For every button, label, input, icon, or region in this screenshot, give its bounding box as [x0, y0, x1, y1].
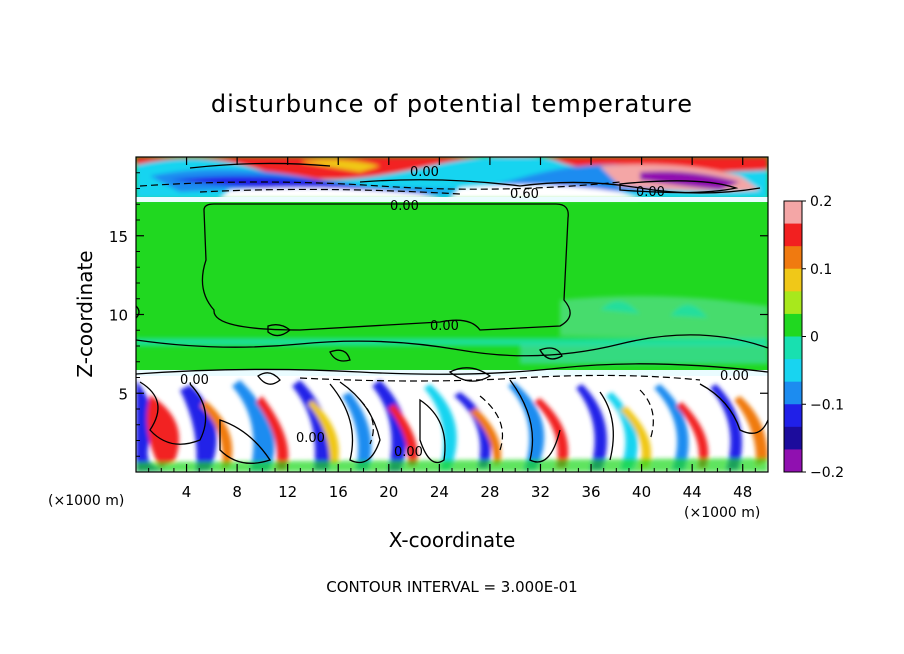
colorbar-swatch [784, 381, 802, 405]
colorbar-tick-label: 0.1 [810, 262, 832, 278]
colorbar-swatch [784, 313, 802, 337]
y-axis: 5 10 15 [109, 172, 768, 457]
upper-disturbance-layer [136, 157, 768, 199]
contour-lines [136, 162, 768, 464]
contour-label: 0.00 [390, 199, 419, 214]
contour-label: 0.00 [636, 185, 665, 200]
colorbar-tick-label: −0.1 [810, 397, 844, 413]
colorbar-swatch [784, 291, 802, 315]
colorbar-swatch [784, 223, 802, 247]
x-tick-label: 20 [379, 483, 398, 501]
colorbar-tick-label: −0.2 [810, 465, 844, 481]
colorbar-tick-label: 0 [810, 330, 819, 346]
contour-label: 0.00 [180, 373, 209, 388]
chart-title: disturbunce of potential temperature [211, 90, 693, 118]
contour-label: 0.00 [430, 319, 459, 334]
colorbar-swatch [784, 426, 802, 450]
colorbar-swatch [784, 201, 802, 225]
x-axis-label: X-coordinate [389, 528, 516, 552]
y-tick-label: 10 [109, 307, 128, 325]
x-tick-label: 12 [278, 483, 297, 501]
colorbar-swatch [784, 359, 802, 383]
x-tick-label: 28 [480, 483, 499, 501]
x-tick-label: 8 [232, 483, 242, 501]
x-tick-label: 40 [632, 483, 651, 501]
lower-turbulence-layer [136, 376, 768, 472]
mid-layer-accents [136, 296, 768, 364]
x-tick-label: 16 [329, 483, 348, 501]
contour-interval-note: CONTOUR INTERVAL = 3.000E-01 [326, 578, 577, 596]
x-tick-label: 32 [531, 483, 550, 501]
x-unit-right: (×1000 m) [684, 505, 760, 521]
x-tick-label: 4 [182, 483, 192, 501]
x-axis: 4 8 12 16 20 24 28 32 36 40 44 48 [148, 157, 756, 501]
x-tick-label: 48 [733, 483, 752, 501]
colorbar-swatch [784, 404, 802, 428]
contour-label: 0.60 [510, 187, 539, 202]
contour-lines-dashed [139, 181, 701, 451]
layer-boundary-top [136, 197, 768, 202]
plot-area: 0.00 0.00 0.60 0.00 0.00 0.00 0.00 0.00 … [136, 157, 768, 472]
contour-label: 0.00 [720, 369, 749, 384]
contour-label: 0.00 [394, 445, 423, 460]
x-tick-label: 36 [581, 483, 600, 501]
contour-label: 0.00 [296, 431, 325, 446]
colorbar-swatch [784, 246, 802, 270]
x-tick-label: 24 [430, 483, 449, 501]
x-tick-label: 44 [683, 483, 702, 501]
y-tick-label: 15 [109, 228, 128, 246]
colorbar-tick-label: 0.2 [810, 194, 832, 210]
contour-label: 0.00 [410, 165, 439, 180]
y-axis-label: Z-coordinate [73, 250, 97, 377]
colorbar-swatch [784, 336, 802, 360]
x-unit-left: (×1000 m) [48, 493, 124, 509]
colorbar-swatch [784, 268, 802, 292]
contour-labels: 0.00 0.00 0.60 0.00 0.00 0.00 0.00 0.00 … [180, 165, 749, 460]
colorbar: 0.2 0.1 0 −0.1 −0.2 [783, 194, 844, 481]
y-tick-label: 5 [118, 385, 128, 403]
colorbar-swatch [784, 449, 802, 473]
